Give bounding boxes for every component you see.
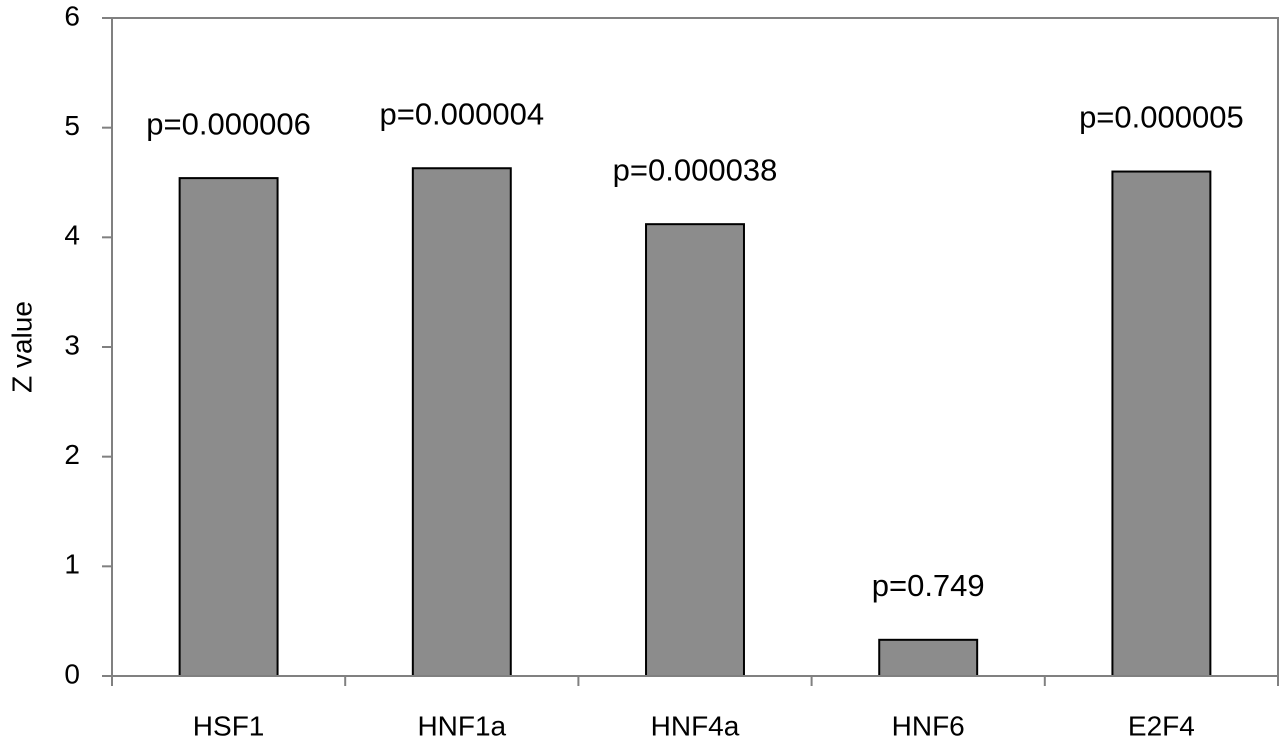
y-tick-label: 6 — [64, 0, 80, 31]
x-tick-label: HNF4a — [651, 710, 740, 741]
y-tick-label: 1 — [64, 549, 80, 580]
annotation: p=0.000006 — [146, 106, 311, 141]
bar — [411, 167, 512, 677]
annotation: p=0.000005 — [1079, 100, 1244, 135]
y-axis-label: Z value — [6, 301, 37, 393]
x-tick-label: E2F4 — [1128, 710, 1195, 741]
x-tick-label: HSF1 — [193, 710, 265, 741]
y-tick-label: 2 — [64, 439, 80, 470]
y-tick-label: 0 — [64, 658, 80, 689]
x-tick-label: HNF1a — [417, 710, 506, 741]
bar — [645, 223, 745, 677]
y-tick-label: 5 — [64, 110, 80, 141]
y-tick-label: 3 — [64, 329, 80, 360]
y-tick-label: 4 — [64, 220, 80, 251]
bar — [1111, 170, 1212, 678]
x-tick-label: HNF6 — [892, 710, 965, 741]
bar — [878, 638, 979, 677]
annotation: p=0.000004 — [379, 96, 544, 131]
annotation: p=0.749 — [872, 568, 985, 603]
bar — [178, 177, 279, 677]
annotation: p=0.000038 — [613, 152, 778, 187]
